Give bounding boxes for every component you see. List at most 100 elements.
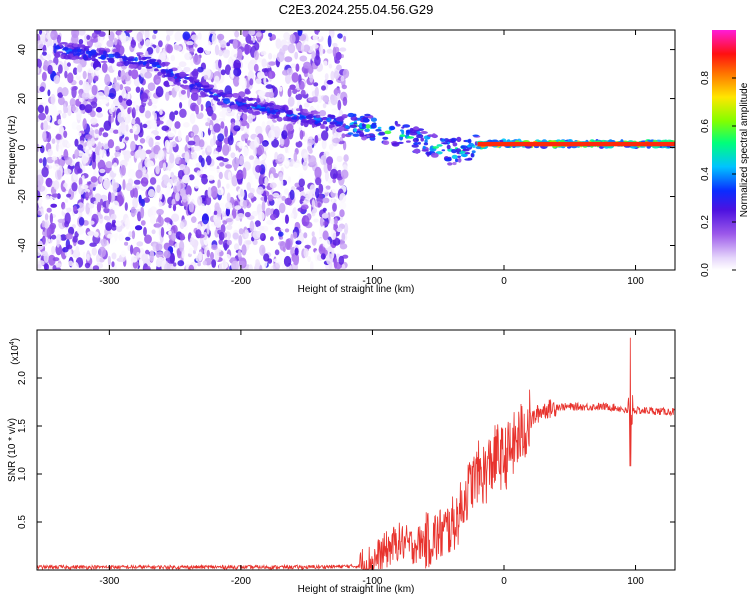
heatmap-cell: [44, 213, 49, 221]
heatmap-cell: [113, 129, 119, 134]
heatmap-cell: [37, 250, 41, 256]
heatmap-cell: [256, 144, 265, 156]
heatmap-cell: [183, 122, 190, 128]
heatmap-cell: [311, 96, 319, 103]
heatmap-cell: [212, 62, 216, 71]
heatmap-cell: [299, 55, 308, 62]
heatmap-signal-cell: [344, 125, 350, 129]
heatmap-cell: [234, 205, 242, 211]
heatmap-cell: [51, 234, 57, 240]
heatmap-signal-cell: [55, 54, 59, 58]
heatmap-cell: [321, 85, 326, 91]
heatmap-cell: [257, 211, 265, 221]
heatmap-signal-cell: [272, 114, 280, 119]
heatmap-cell: [304, 244, 311, 249]
heatmap-cell: [260, 233, 266, 241]
heatmap-cell: [143, 197, 150, 203]
heatmap-cell: [130, 150, 135, 157]
heatmap-cell: [164, 262, 171, 270]
heatmap-signal-cell: [451, 149, 457, 154]
heatmap-cell: [65, 233, 73, 240]
heatmap-cell: [71, 86, 77, 99]
spectrogram-frame: [36, 29, 676, 271]
heatmap-cell: [111, 252, 117, 260]
heatmap-cell: [188, 264, 195, 270]
heatmap-cell: [233, 67, 242, 77]
x-tick-label: -100: [362, 576, 382, 587]
heatmap-cell: [160, 227, 165, 238]
heatmap-cell: [99, 127, 105, 132]
heatmap-cell: [73, 205, 78, 212]
y-tick-label: -40: [17, 238, 28, 253]
heatmap-signal-cell: [201, 85, 210, 88]
heatmap-cell: [103, 206, 110, 214]
heatmap-signal-cell: [252, 104, 258, 107]
heatmap-cell: [255, 78, 262, 85]
colorbar-label: Normalized spectral amplitude: [739, 82, 750, 217]
heatmap-cell: [130, 244, 134, 255]
heatmap-cell: [47, 148, 53, 157]
heatmap-signal-cell: [86, 50, 92, 54]
heatmap-cell: [66, 244, 73, 250]
heatmap-cell: [140, 92, 148, 103]
heatmap-cell: [331, 108, 339, 114]
heatmap-cell: [218, 59, 222, 69]
heatmap-signal-cell: [63, 54, 71, 60]
heatmap-cell: [131, 255, 138, 263]
heatmap-cell: [154, 141, 160, 146]
heatmap-cell: [340, 169, 349, 179]
heatmap-cell: [125, 182, 133, 192]
heatmap-cell: [286, 123, 294, 132]
heatmap-cell: [88, 167, 92, 173]
heatmap-cell: [57, 96, 65, 106]
heatmap-cell: [43, 59, 49, 72]
heatmap-cell: [225, 202, 233, 210]
heatmap-cell: [55, 267, 62, 270]
heatmap-cell: [90, 176, 98, 183]
heatmap-cell: [50, 30, 58, 41]
heatmap-signal-cell: [444, 157, 452, 162]
heatmap-cell: [171, 232, 176, 241]
heatmap-cell: [90, 137, 96, 146]
heatmap-cell: [318, 110, 327, 117]
heatmap-cell: [338, 255, 345, 265]
heatmap-cell: [53, 75, 60, 84]
heatmap-signal-cell: [365, 124, 371, 129]
heatmap-cell: [259, 244, 266, 256]
y-tick-label: 0: [17, 144, 28, 150]
heatmap-cell: [273, 258, 281, 263]
heatmap-signal-cell: [329, 121, 338, 125]
heatmap-cell: [117, 111, 125, 124]
heatmap-cell: [94, 129, 100, 135]
heatmap-cell: [195, 229, 202, 239]
heatmap-signal-cell: [100, 60, 108, 63]
heatmap-cell: [179, 96, 186, 101]
heatmap-cell: [320, 253, 326, 260]
heatmap-cell: [208, 166, 217, 172]
heatmap-signal-cell: [100, 54, 107, 60]
heatmap-cell: [185, 185, 192, 197]
heatmap-cell: [105, 161, 113, 169]
heatmap-signal-cell: [233, 93, 239, 98]
heatmap-signal-cell: [467, 157, 473, 161]
heatmap-cell: [77, 132, 82, 137]
heatmap-cell: [144, 39, 151, 48]
heatmap-cell: [311, 44, 319, 49]
heatmap-cell: [231, 208, 237, 219]
heatmap-cell: [132, 123, 141, 135]
heatmap-cell: [235, 172, 244, 180]
heatmap-cell: [135, 169, 143, 179]
heatmap-signal-cell: [455, 158, 459, 163]
heatmap-signal-cell: [301, 112, 310, 116]
heatmap-cell: [64, 212, 71, 225]
heatmap-cell: [119, 159, 128, 168]
heatmap-cell: [206, 145, 212, 153]
heatmap-signal-cell: [420, 137, 425, 142]
heatmap-cell: [302, 161, 308, 171]
heatmap-cell: [257, 57, 263, 63]
heatmap-cell: [311, 50, 315, 59]
heatmap-cell: [269, 182, 277, 189]
heatmap-cell: [63, 182, 68, 188]
heatmap-cell: [294, 51, 299, 60]
heatmap-cell: [265, 84, 274, 89]
